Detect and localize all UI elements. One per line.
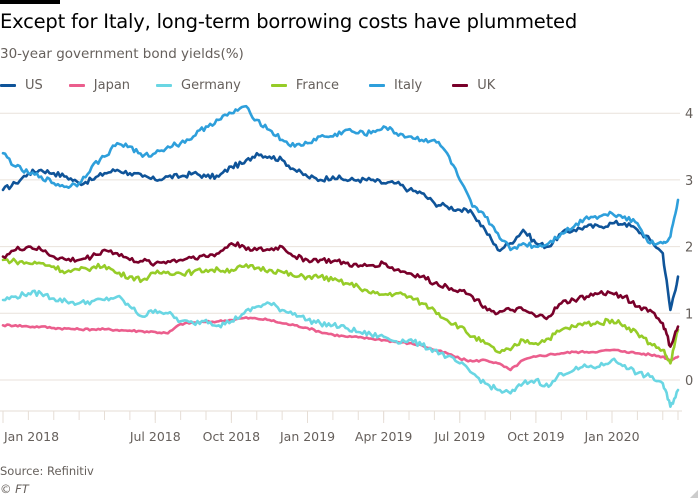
x-tick-label: Jul 2018 xyxy=(129,429,181,444)
y-tick-label: 1 xyxy=(685,307,693,322)
legend-item-italy: Italy xyxy=(369,78,422,93)
legend-item-germany: Germany xyxy=(156,78,241,93)
x-tick-label: Oct 2019 xyxy=(507,429,564,444)
series-line-italy xyxy=(1,104,680,252)
legend-item-us: US xyxy=(0,78,43,93)
legend-swatch xyxy=(68,84,85,87)
chart-subtitle: 30-year government bond yields(%) xyxy=(0,46,244,62)
x-axis: Jan 2018 Jul 2018 Oct 2018 Jan 2019 Apr 2019… xyxy=(0,410,682,444)
legend-swatch xyxy=(270,84,287,87)
legend-label: US xyxy=(25,78,43,93)
x-tick-label: Apr 2019 xyxy=(355,429,412,444)
legend-item-japan: Japan xyxy=(68,78,131,93)
x-tick-label: Jan 2019 xyxy=(279,429,335,444)
series-line-uk xyxy=(1,241,680,348)
legend-swatch xyxy=(156,84,173,87)
y-tick-label: 3 xyxy=(685,174,693,189)
legend-swatch xyxy=(0,84,16,87)
series-line-france xyxy=(1,257,680,365)
legend-label: Japan xyxy=(93,78,131,93)
y-axis: 0 1 2 3 4 xyxy=(685,107,693,389)
series-line-us xyxy=(1,151,680,312)
copyright-note: © FT xyxy=(0,482,29,496)
legend-label: Italy xyxy=(394,78,423,93)
x-tick-label: Jul 2019 xyxy=(433,429,485,444)
chart-title: Except for Italy, long-term borrowing co… xyxy=(0,10,578,33)
series-lines xyxy=(1,104,680,408)
line-chart: 0 1 2 3 4 Jan 2018 Jul 2018 Oct 2018 Jan 2019 Ap… xyxy=(0,104,693,444)
legend-item-france: France xyxy=(270,78,340,93)
gridlines xyxy=(0,112,680,381)
resize-handle-icon xyxy=(690,490,698,498)
ft-top-bar xyxy=(0,0,60,4)
legend-item-uk: UK xyxy=(452,78,495,93)
series-line-japan xyxy=(1,316,680,372)
legend: US Japan Germany France Italy UK xyxy=(0,78,521,93)
x-tick-label: Jan 2020 xyxy=(583,429,639,444)
x-tick-label: Oct 2018 xyxy=(203,429,260,444)
series-line-germany xyxy=(1,289,680,408)
y-tick-label: 0 xyxy=(685,374,693,389)
y-tick-label: 2 xyxy=(685,241,693,256)
x-tick-label: Jan 2018 xyxy=(3,429,59,444)
legend-swatch xyxy=(452,84,469,87)
legend-label: UK xyxy=(477,78,496,93)
legend-label: France xyxy=(295,78,340,93)
legend-swatch xyxy=(369,84,386,87)
source-note: Source: Refinitiv xyxy=(0,464,94,478)
y-tick-label: 4 xyxy=(685,107,693,122)
legend-label: Germany xyxy=(181,78,241,93)
